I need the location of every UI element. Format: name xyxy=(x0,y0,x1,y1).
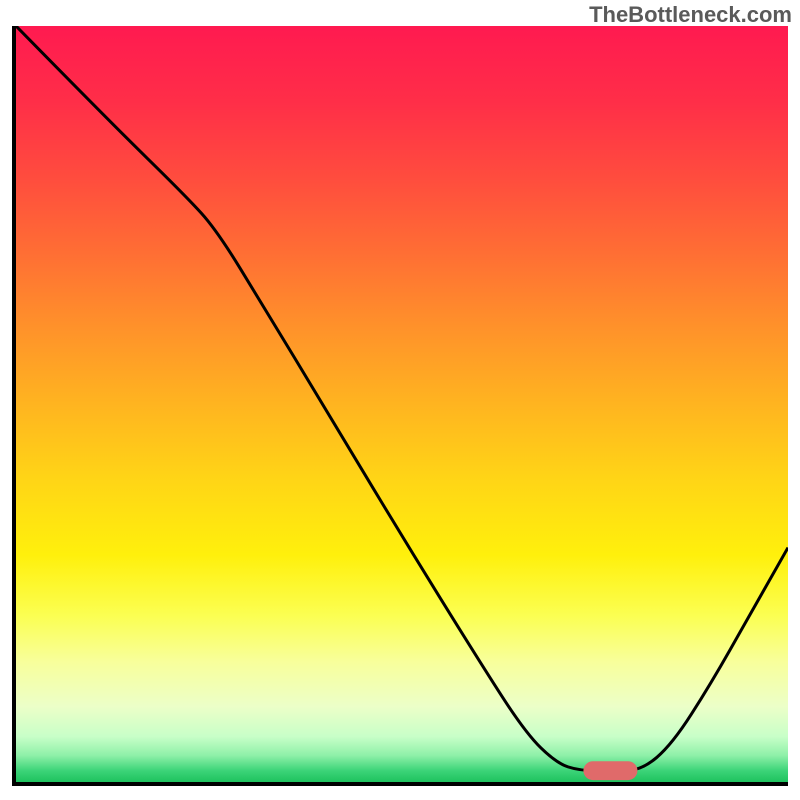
bottleneck-chart xyxy=(12,26,788,786)
chart-svg xyxy=(16,26,788,782)
chart-background xyxy=(16,26,788,782)
optimum-marker xyxy=(583,761,637,780)
watermark-text: TheBottleneck.com xyxy=(589,2,792,28)
